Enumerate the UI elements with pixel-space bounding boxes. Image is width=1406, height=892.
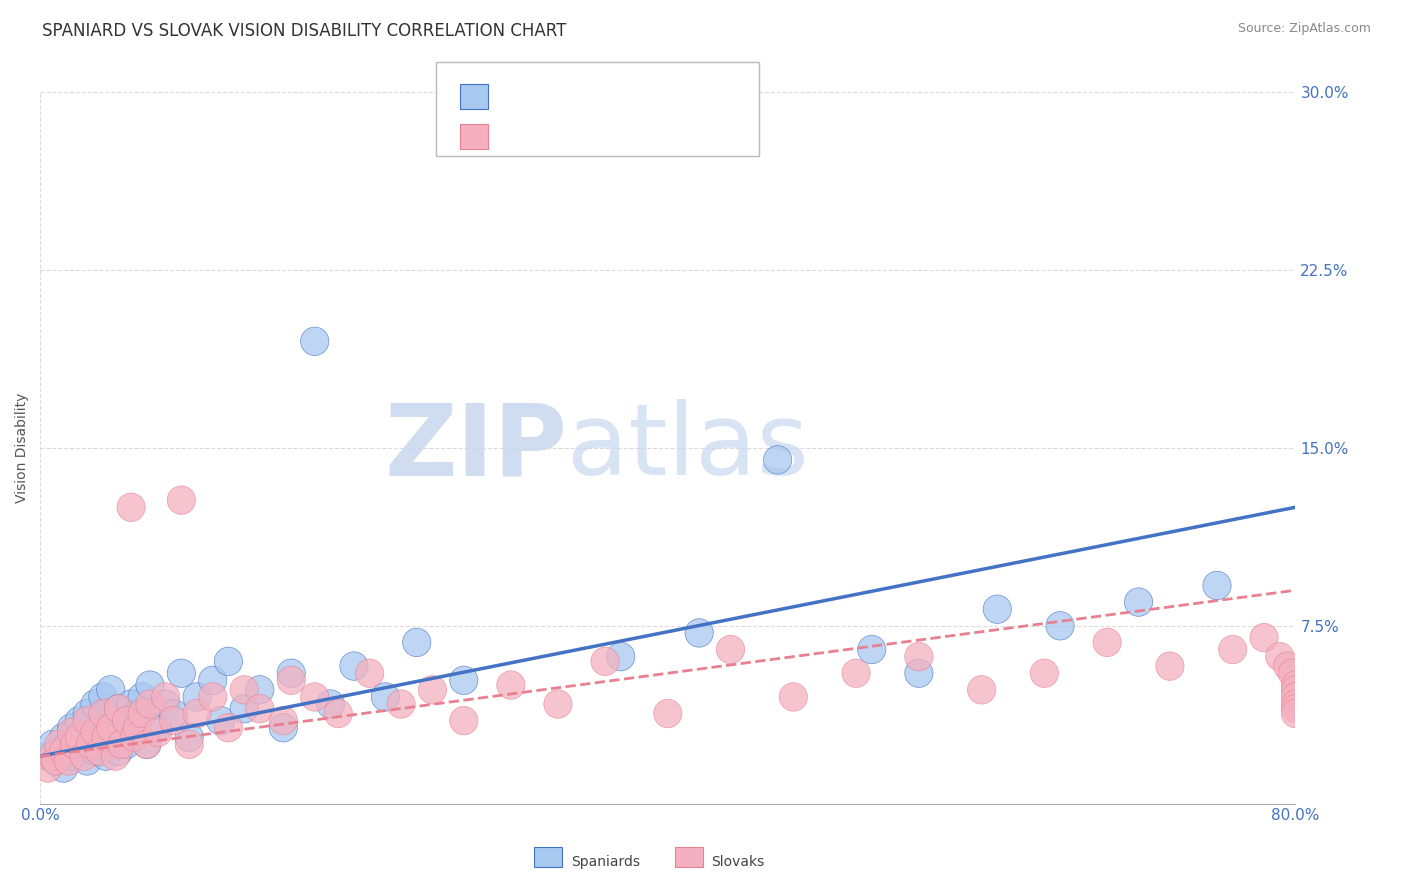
Y-axis label: Vision Disability: Vision Disability (15, 392, 30, 503)
Text: R = 0.238   N = 68: R = 0.238 N = 68 (499, 128, 644, 144)
Text: Source: ZipAtlas.com: Source: ZipAtlas.com (1237, 22, 1371, 36)
Text: ZIP: ZIP (384, 400, 568, 497)
Text: R = 0.359   N = 65: R = 0.359 N = 65 (499, 89, 644, 104)
Text: atlas: atlas (568, 400, 808, 497)
Text: SPANIARD VS SLOVAK VISION DISABILITY CORRELATION CHART: SPANIARD VS SLOVAK VISION DISABILITY COR… (42, 22, 567, 40)
Text: Slovaks: Slovaks (711, 855, 765, 869)
Text: Spaniards: Spaniards (571, 855, 640, 869)
